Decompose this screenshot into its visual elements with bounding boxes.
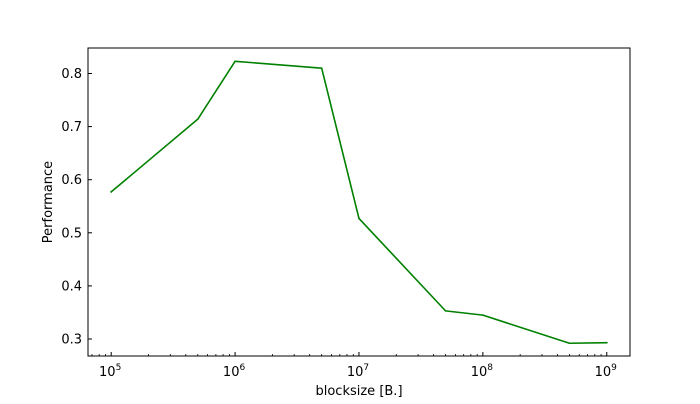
- y-axis-label: Performance: [41, 161, 56, 243]
- y-tick-label-1: 0.4: [61, 279, 82, 294]
- series-layer: [110, 60, 608, 345]
- x-tick-label-1: 106: [223, 363, 246, 380]
- data-point-0-0: [110, 191, 112, 193]
- data-point-0-5: [444, 310, 447, 312]
- x-axis-label: blocksize [B.]: [315, 384, 402, 399]
- y-tick-label-2: 0.5: [61, 226, 82, 241]
- ticks-layer: 0.3 0.4 0.5 0.6 0.7 0.8 105 106 107 108 109: [61, 67, 617, 380]
- data-point-0-1: [196, 118, 199, 120]
- data-point-0-7: [568, 342, 571, 345]
- y-tick-label-5: 0.8: [61, 67, 82, 82]
- series-line-0: [110, 60, 608, 345]
- data-point-0-2: [234, 60, 236, 63]
- y-tick-label-4: 0.7: [61, 120, 82, 135]
- data-point-0-3: [320, 67, 323, 69]
- x-tick-label-0: 105: [99, 363, 121, 380]
- data-point-0-6: [482, 314, 484, 316]
- plot-frame: [87, 47, 631, 357]
- x-tick-label-2: 107: [347, 363, 369, 380]
- x-tick-label-4: 109: [595, 363, 618, 380]
- y-tick-label-0: 0.3: [61, 333, 82, 348]
- x-tick-label-3: 108: [471, 363, 494, 380]
- data-point-0-8: [605, 341, 608, 344]
- y-tick-label-3: 0.6: [61, 173, 82, 188]
- data-point-0-4: [358, 217, 360, 220]
